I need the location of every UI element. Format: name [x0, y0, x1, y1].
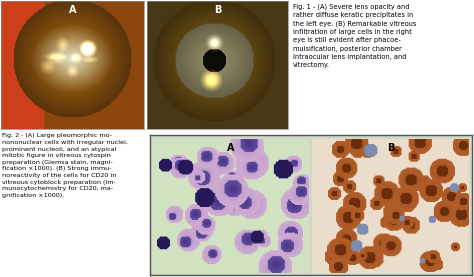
Text: A: A: [227, 143, 234, 153]
Text: Fig. 2 - (A) Large pleomorphic mo-
nononuclear cells with irregular nuclei,
prom: Fig. 2 - (A) Large pleomorphic mo- nonon…: [2, 134, 128, 198]
Text: A: A: [69, 5, 76, 15]
Text: Fig. 1 - (A) Severe lens opacity and
rather diffuse keratic precipitates in
the : Fig. 1 - (A) Severe lens opacity and rat…: [293, 3, 416, 68]
Text: B: B: [387, 143, 394, 153]
Text: B: B: [214, 5, 221, 15]
